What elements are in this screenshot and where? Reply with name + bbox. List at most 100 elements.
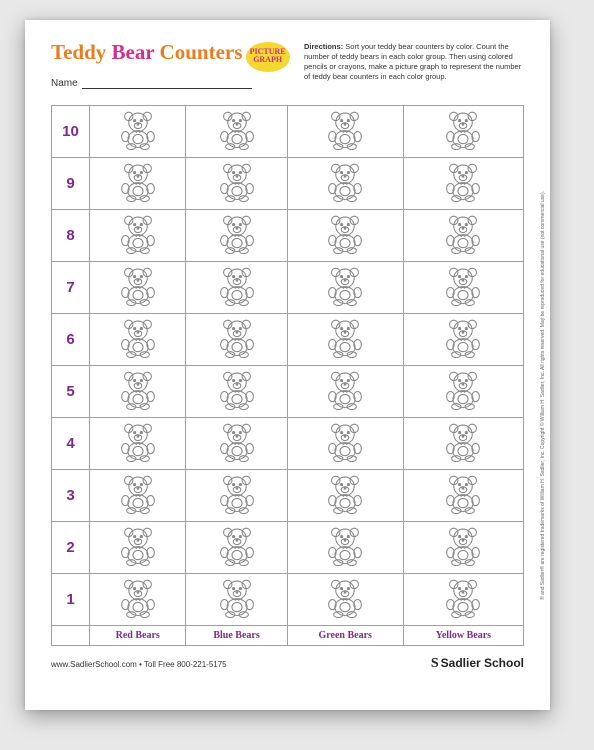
teddy-bear-icon xyxy=(442,368,484,410)
label-blank xyxy=(52,626,90,646)
teddy-bear-icon xyxy=(117,524,159,566)
grid-cell xyxy=(90,106,186,158)
grid-cell xyxy=(90,210,186,262)
grid-cell xyxy=(90,522,186,574)
teddy-bear-icon xyxy=(117,316,159,358)
worksheet-page: Teddy Bear Counters PICTURE GRAPH Name D… xyxy=(25,20,550,710)
title-wrap: Teddy Bear Counters PICTURE GRAPH Name xyxy=(51,42,296,99)
teddy-bear-icon xyxy=(216,420,258,462)
directions-label: Directions: xyxy=(304,42,343,51)
column-label: Red Bears xyxy=(90,626,186,646)
grid-row: 6 xyxy=(52,314,524,366)
grid-cell xyxy=(90,314,186,366)
row-number: 9 xyxy=(52,158,90,210)
teddy-bear-icon xyxy=(324,576,366,618)
grid-cell xyxy=(403,106,523,158)
teddy-bear-icon xyxy=(216,316,258,358)
brand-mark-icon: S xyxy=(431,656,439,671)
grid-cell xyxy=(403,470,523,522)
grid-cell xyxy=(403,522,523,574)
teddy-bear-icon xyxy=(442,524,484,566)
teddy-bear-icon xyxy=(442,212,484,254)
column-label: Blue Bears xyxy=(186,626,287,646)
grid-cell xyxy=(90,262,186,314)
name-label: Name xyxy=(51,78,78,89)
teddy-bear-icon xyxy=(324,160,366,202)
badge-line-2: GRAPH xyxy=(253,55,282,64)
teddy-bear-icon xyxy=(324,316,366,358)
teddy-bear-icon xyxy=(216,212,258,254)
column-label: Yellow Bears xyxy=(403,626,523,646)
teddy-bear-icon xyxy=(324,524,366,566)
teddy-bear-icon xyxy=(324,368,366,410)
grid-cell xyxy=(403,314,523,366)
grid-cell xyxy=(90,366,186,418)
footer: www.SadlierSchool.com • Toll Free 800-22… xyxy=(51,656,524,672)
row-number: 4 xyxy=(52,418,90,470)
grid-cell xyxy=(403,210,523,262)
row-number: 5 xyxy=(52,366,90,418)
grid-cell xyxy=(186,210,287,262)
grid-cell xyxy=(287,210,403,262)
copyright-text: ® and Sadlier® are registered trademarks… xyxy=(540,220,546,600)
teddy-bear-icon xyxy=(216,368,258,410)
header: Teddy Bear Counters PICTURE GRAPH Name D… xyxy=(51,42,524,99)
teddy-bear-icon xyxy=(117,108,159,150)
name-field: Name xyxy=(51,78,296,89)
grid-cell xyxy=(186,314,287,366)
grid-cell xyxy=(403,418,523,470)
teddy-bear-icon xyxy=(442,420,484,462)
picture-graph-grid: 10987654321Red BearsBlue BearsGreen Bear… xyxy=(51,105,524,646)
grid-cell xyxy=(403,366,523,418)
brand-name: Sadlier School xyxy=(441,656,524,670)
grid-cell xyxy=(403,262,523,314)
grid-cell xyxy=(186,262,287,314)
teddy-bear-icon xyxy=(216,160,258,202)
row-number: 1 xyxy=(52,574,90,626)
row-number: 3 xyxy=(52,470,90,522)
teddy-bear-icon xyxy=(117,212,159,254)
grid-row: 3 xyxy=(52,470,524,522)
teddy-bear-icon xyxy=(117,576,159,618)
grid-cell xyxy=(287,522,403,574)
row-number: 6 xyxy=(52,314,90,366)
row-number: 2 xyxy=(52,522,90,574)
grid-cell xyxy=(186,366,287,418)
grid-cell xyxy=(287,366,403,418)
grid-cell xyxy=(287,158,403,210)
teddy-bear-icon xyxy=(442,316,484,358)
teddy-bear-icon xyxy=(117,420,159,462)
teddy-bear-icon xyxy=(117,472,159,514)
grid-cell xyxy=(287,574,403,626)
teddy-bear-icon xyxy=(324,108,366,150)
teddy-bear-icon xyxy=(216,576,258,618)
teddy-bear-icon xyxy=(216,264,258,306)
title-word-1: Teddy xyxy=(51,40,106,64)
teddy-bear-icon xyxy=(442,264,484,306)
grid-row: 2 xyxy=(52,522,524,574)
grid-cell xyxy=(186,574,287,626)
teddy-bear-icon xyxy=(442,108,484,150)
grid-cell xyxy=(186,522,287,574)
teddy-bear-icon xyxy=(216,108,258,150)
title-word-3: Counters xyxy=(160,40,243,64)
grid-cell xyxy=(287,470,403,522)
grid-cell xyxy=(403,574,523,626)
teddy-bear-icon xyxy=(216,472,258,514)
grid-cell xyxy=(90,418,186,470)
grid-cell xyxy=(90,158,186,210)
teddy-bear-icon xyxy=(117,368,159,410)
teddy-bear-icon xyxy=(442,472,484,514)
grid-cell xyxy=(287,106,403,158)
grid-cell xyxy=(287,314,403,366)
grid-cell xyxy=(287,418,403,470)
grid-cell xyxy=(186,418,287,470)
grid-row: 5 xyxy=(52,366,524,418)
picture-graph-badge: PICTURE GRAPH xyxy=(246,42,290,72)
column-label: Green Bears xyxy=(287,626,403,646)
grid-cell xyxy=(287,262,403,314)
footer-brand: SSadlier School xyxy=(431,656,524,672)
teddy-bear-icon xyxy=(442,576,484,618)
footer-url: www.SadlierSchool.com • Toll Free 800-22… xyxy=(51,660,227,669)
grid-cell xyxy=(186,158,287,210)
